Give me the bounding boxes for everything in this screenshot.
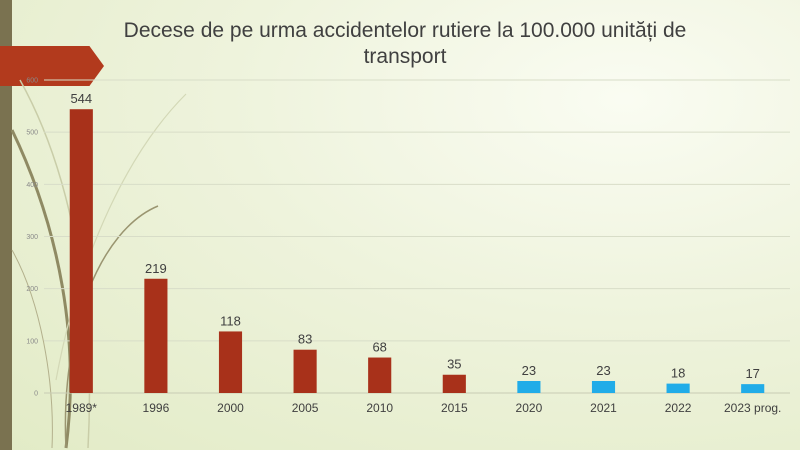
x-tick-label: 2000 [217,401,244,415]
bar [368,357,392,393]
bar [293,349,317,393]
y-tick-label: 200 [26,286,38,293]
bar [69,109,93,394]
chart-title: Decese de pe urma accidentelor rutiere l… [123,19,687,68]
data-label: 17 [745,366,759,381]
x-tick-label: 2005 [292,401,319,415]
bar [591,381,616,393]
x-tick-label: 2022 [665,401,692,415]
bar [741,384,765,393]
data-label: 68 [372,340,386,355]
data-label: 118 [220,313,241,328]
y-axis: 0 100 200 300 400 500 600 [26,78,790,398]
chart-data-labels: 544 219 118 83 68 35 23 23 18 17 [70,91,759,381]
y-tick-label: 0 [34,391,38,398]
data-label: 23 [522,363,536,378]
x-tick-label: 1996 [143,401,170,415]
data-label: 35 [447,357,461,372]
x-tick-label: 2015 [441,401,468,415]
bar [218,331,243,393]
title-arrow-shape [0,46,104,86]
y-tick-label: 100 [26,338,38,345]
data-label: 544 [70,91,92,106]
y-tick-label: 400 [26,182,38,189]
x-tick-label: 1989* [66,401,98,415]
x-tick-label: 2023 prog. [724,401,781,415]
bar [144,278,168,393]
bar [517,381,541,393]
chart-gridlines [44,79,790,342]
data-label: 83 [298,332,312,347]
data-label: 18 [671,366,685,381]
y-tick-label: 600 [26,78,38,85]
x-tick-label: 2010 [366,401,393,415]
chart-bars [69,109,765,394]
y-tick-label: 300 [26,234,38,241]
data-label: 23 [596,363,610,378]
x-tick-label: 2021 [590,401,617,415]
bar [666,383,690,393]
x-tick-label: 2020 [516,401,543,415]
bar [442,374,466,393]
x-axis: 1989* 1996 2000 2005 2010 2015 2020 2021 2022 202… [66,401,782,415]
left-accent-strip [0,0,12,450]
y-tick-label: 500 [26,130,38,137]
decor-curve-5 [11,249,53,449]
data-label: 219 [145,261,167,276]
decor-curve-1 [10,129,72,449]
decor-curve-4 [55,93,187,381]
